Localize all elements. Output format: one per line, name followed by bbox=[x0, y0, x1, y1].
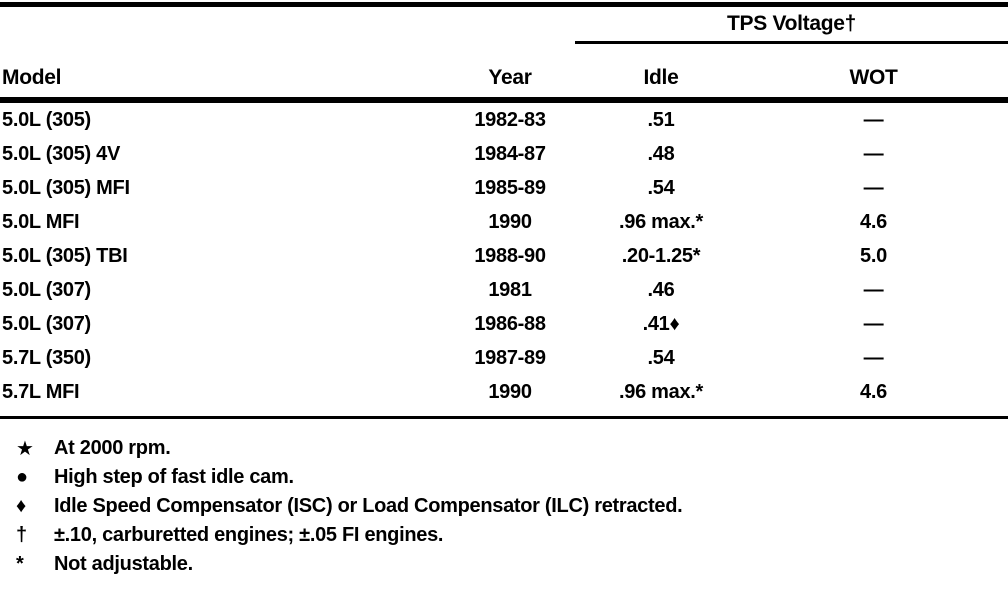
table-body: 5.0L (305) 1982-83 .51 — 5.0L (305) 4V 1… bbox=[0, 103, 1008, 409]
cell-wot: — bbox=[863, 346, 884, 369]
top-rule bbox=[0, 2, 1008, 7]
cell-model: 5.0L MFI bbox=[2, 210, 80, 233]
column-header-row: Model Year Idle WOT bbox=[0, 44, 1008, 97]
footnote-text: Not adjustable. bbox=[54, 553, 193, 575]
footnote-symbol: ★ bbox=[16, 438, 34, 460]
cell-model: 5.0L (305) 4V bbox=[2, 142, 121, 165]
cell-wot: — bbox=[863, 142, 884, 165]
footnote-text: Idle Speed Compensator (ISC) or Load Com… bbox=[54, 495, 683, 517]
cell-wot: — bbox=[863, 108, 884, 131]
cell-idle: .41♦ bbox=[642, 312, 680, 335]
footnote-symbol: * bbox=[16, 553, 24, 575]
cell-wot: 4.6 bbox=[860, 210, 887, 233]
cell-year: 1990 bbox=[488, 380, 532, 403]
column-header-wot: WOT bbox=[849, 66, 898, 89]
column-header-model: Model bbox=[2, 66, 62, 89]
column-header-year: Year bbox=[488, 66, 532, 89]
group-header-rule bbox=[575, 41, 1008, 44]
footnote: * Not adjustable. bbox=[16, 550, 1008, 579]
table-row: 5.0L (305) TBI 1988-90 .20-1.25* 5.0 bbox=[0, 239, 1008, 273]
cell-year: 1985-89 bbox=[474, 176, 546, 199]
cell-year: 1988-90 bbox=[474, 244, 546, 267]
footnote-text: High step of fast idle cam. bbox=[54, 466, 294, 488]
group-header-tps-voltage: TPS Voltage† bbox=[726, 12, 857, 35]
footnote-symbol: ● bbox=[16, 466, 28, 488]
table-row: 5.0L (305) 4V 1984-87 .48 — bbox=[0, 137, 1008, 171]
cell-model: 5.0L (305) MFI bbox=[2, 176, 130, 199]
cell-idle: .96 max.* bbox=[618, 210, 704, 233]
cell-idle: .46 bbox=[647, 278, 675, 301]
cell-wot: — bbox=[863, 312, 884, 335]
footnote-text: At 2000 rpm. bbox=[54, 437, 171, 459]
table-row: 5.0L (305) MFI 1985-89 .54 — bbox=[0, 171, 1008, 205]
cell-year: 1987-89 bbox=[474, 346, 546, 369]
cell-model: 5.0L (307) bbox=[2, 278, 91, 301]
footnote: ★ At 2000 rpm. bbox=[16, 434, 1008, 463]
cell-year: 1986-88 bbox=[474, 312, 546, 335]
bottom-rule bbox=[0, 416, 1008, 419]
header-rule bbox=[0, 97, 1008, 103]
group-header-row: TPS Voltage† bbox=[0, 7, 1008, 41]
cell-wot: — bbox=[863, 176, 884, 199]
cell-wot: — bbox=[863, 278, 884, 301]
table-row: 5.0L (305) 1982-83 .51 — bbox=[0, 103, 1008, 137]
cell-year: 1981 bbox=[488, 278, 532, 301]
footnote-text: ±.10, carburetted engines; ±.05 FI engin… bbox=[54, 524, 444, 546]
table-row: 5.7L (350) 1987-89 .54 — bbox=[0, 341, 1008, 375]
cell-model: 5.0L (307) bbox=[2, 312, 91, 335]
cell-idle: .54 bbox=[647, 346, 675, 369]
cell-model: 5.7L MFI bbox=[2, 380, 80, 403]
cell-model: 5.0L (305) TBI bbox=[2, 244, 128, 267]
table-row: 5.0L (307) 1981 .46 — bbox=[0, 273, 1008, 307]
footnote: ● High step of fast idle cam. bbox=[16, 463, 1008, 492]
cell-wot: 5.0 bbox=[860, 244, 887, 267]
table-row: 5.0L (307) 1986-88 .41♦ — bbox=[0, 307, 1008, 341]
cell-idle: .54 bbox=[647, 176, 675, 199]
footnotes: ★ At 2000 rpm. ● High step of fast idle … bbox=[16, 434, 1008, 579]
cell-idle: .96 max.* bbox=[618, 380, 704, 403]
cell-idle: .51 bbox=[647, 108, 675, 131]
cell-wot: 4.6 bbox=[860, 380, 887, 403]
cell-idle: .20-1.25* bbox=[621, 244, 701, 267]
footnote: ♦ Idle Speed Compensator (ISC) or Load C… bbox=[16, 492, 1008, 521]
cell-model: 5.7L (350) bbox=[2, 346, 91, 369]
cell-year: 1990 bbox=[488, 210, 532, 233]
cell-year: 1984-87 bbox=[474, 142, 546, 165]
cell-model: 5.0L (305) bbox=[2, 108, 91, 131]
table-row: 5.7L MFI 1990 .96 max.* 4.6 bbox=[0, 375, 1008, 409]
cell-idle: .48 bbox=[647, 142, 675, 165]
column-header-idle: Idle bbox=[643, 66, 679, 89]
footnote-symbol: † bbox=[16, 524, 27, 546]
footnote: † ±.10, carburetted engines; ±.05 FI eng… bbox=[16, 521, 1008, 550]
table-row: 5.0L MFI 1990 .96 max.* 4.6 bbox=[0, 205, 1008, 239]
footnote-symbol: ♦ bbox=[16, 495, 26, 517]
cell-year: 1982-83 bbox=[474, 108, 546, 131]
